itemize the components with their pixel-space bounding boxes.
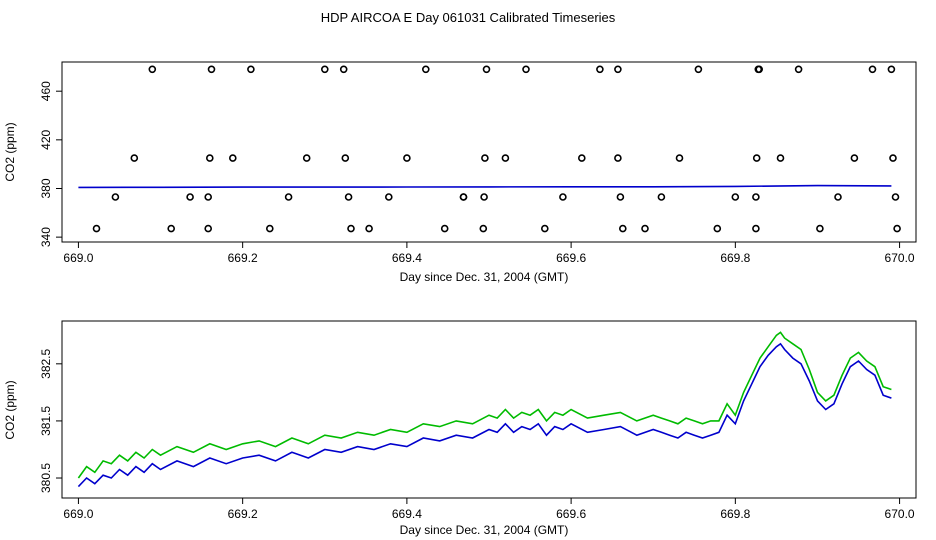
y-tick-label: 340: [39, 227, 53, 247]
data-point: [522, 65, 530, 74]
data-point: [186, 193, 194, 201]
data-point: [365, 224, 373, 233]
data-point: [891, 193, 900, 201]
data-point: [618, 224, 627, 233]
data-point: [614, 154, 622, 162]
x-tick-label: 669.2: [228, 251, 258, 265]
points-layer: [92, 65, 901, 233]
data-point: [229, 154, 237, 162]
x-tick-label: 669.6: [556, 251, 586, 265]
data-point: [694, 65, 703, 74]
data-point: [344, 193, 353, 201]
data-point: [384, 193, 393, 201]
data-point: [752, 154, 761, 162]
data-point: [641, 224, 649, 233]
data-point: [850, 154, 859, 162]
x-tick-label: 669.4: [392, 251, 422, 265]
data-point: [92, 224, 101, 233]
y-tick-label: 380: [39, 178, 53, 198]
data-point: [868, 65, 877, 74]
x-tick-label: 670.0: [885, 507, 915, 521]
data-point: [320, 65, 329, 74]
y-tick-label: 382.5: [39, 348, 53, 378]
data-point: [111, 193, 120, 201]
data-point: [130, 154, 139, 162]
x-axis: 669.0 669.2 669.4 669.6 669.8 670.0: [63, 242, 915, 265]
data-point: [440, 224, 449, 233]
data-point: [480, 193, 488, 201]
panel-calibrated-series: 669.0 669.2 669.4 669.6 669.8 670.0 380.5 381.…: [3, 320, 917, 537]
x-tick-label: 669.8: [720, 251, 750, 265]
y-tick-label: 460: [39, 81, 53, 101]
data-point: [752, 224, 760, 233]
data-point: [657, 193, 666, 201]
series-line: [78, 184, 892, 189]
y-axis-label: CO2 (ppm): [3, 380, 17, 439]
series-layer: [78, 184, 892, 189]
data-point: [834, 193, 842, 201]
data-point: [265, 224, 274, 233]
data-point: [501, 154, 510, 162]
x-axis: 669.0 669.2 669.4 669.6 669.8 670.0: [63, 498, 915, 521]
data-point: [204, 193, 212, 201]
x-tick-label: 669.0: [63, 251, 93, 265]
data-point: [752, 193, 760, 201]
data-point: [540, 224, 549, 233]
data-point: [816, 224, 824, 233]
series-line: [77, 331, 892, 479]
data-point: [794, 65, 803, 74]
data-point: [616, 193, 625, 201]
data-point: [302, 154, 311, 162]
x-tick-label: 669.4: [392, 507, 422, 521]
data-point: [596, 65, 604, 74]
data-point: [776, 154, 785, 162]
data-point: [889, 154, 897, 162]
data-point: [341, 154, 350, 162]
data-point: [482, 65, 491, 74]
data-point: [893, 224, 901, 233]
data-point: [284, 193, 293, 201]
data-point: [421, 65, 430, 74]
data-point: [755, 65, 764, 74]
data-point: [247, 65, 255, 74]
data-point: [403, 154, 411, 162]
y-axis: 340 380 420 460: [39, 81, 62, 247]
data-point: [559, 193, 567, 201]
data-point: [339, 65, 348, 74]
data-point: [731, 193, 740, 201]
panel-raw-data: 669.0 669.2 669.4 669.6 669.8 670.0 340 380 420…: [3, 61, 917, 284]
data-point: [481, 154, 489, 162]
y-axis: 380.5 381.5 382.5: [39, 348, 62, 493]
data-point: [577, 154, 586, 162]
data-point: [887, 65, 896, 74]
data-point: [167, 224, 175, 233]
x-tick-label: 669.8: [720, 507, 750, 521]
data-point: [713, 224, 722, 233]
plot-frame: [61, 320, 917, 499]
y-tick-label: 381.5: [39, 406, 53, 436]
y-tick-label: 380.5: [39, 463, 53, 493]
x-tick-label: 669.6: [556, 507, 586, 521]
data-point: [614, 65, 622, 74]
data-point: [459, 193, 468, 201]
plot-frame: [61, 61, 917, 243]
data-point: [207, 65, 216, 74]
data-point: [479, 224, 488, 233]
y-axis-label: CO2 (ppm): [3, 122, 17, 181]
x-tick-label: 669.0: [63, 507, 93, 521]
x-axis-label: Day since Dec. 31, 2004 (GMT): [400, 523, 569, 537]
data-point: [148, 65, 157, 74]
data-point: [206, 154, 214, 162]
x-axis-label: Day since Dec. 31, 2004 (GMT): [400, 270, 569, 284]
data-point: [347, 224, 355, 233]
series-layer: [77, 331, 892, 488]
y-tick-label: 420: [39, 130, 53, 150]
data-point: [204, 224, 212, 233]
figure-title: HDP AIRCOA E Day 061031 Calibrated Times…: [321, 10, 616, 25]
series-line: [77, 342, 892, 488]
x-tick-label: 670.0: [885, 251, 915, 265]
data-point: [675, 154, 684, 162]
x-tick-label: 669.2: [228, 507, 258, 521]
